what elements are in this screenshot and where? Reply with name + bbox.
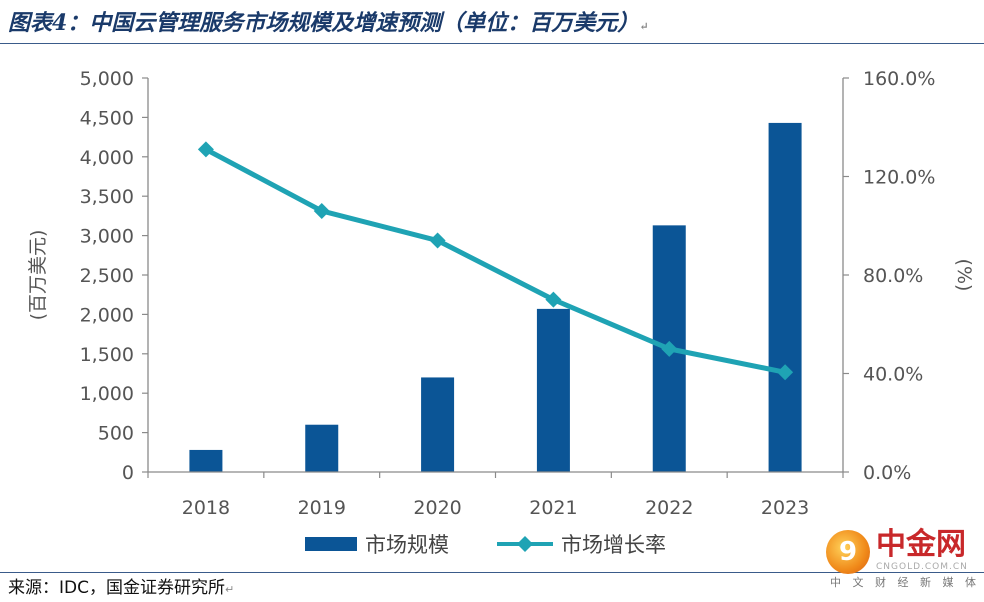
left-tick-label: 1,500 (80, 344, 134, 366)
legend: 市场规模 市场增长率 (305, 533, 666, 557)
left-tick-label: 5,000 (80, 68, 134, 90)
growth-point-2022 (661, 340, 678, 357)
legend-bar-label: 市场规模 (365, 533, 449, 557)
right-axis-title: (%) (953, 259, 975, 292)
left-axis-title: (百万美元) (27, 230, 49, 321)
right-tick-label: 40.0% (863, 364, 923, 386)
title-paragraph-mark: ↵ (639, 20, 649, 33)
right-tick-label: 80.0% (863, 265, 923, 287)
x-tick-label: 2021 (529, 497, 577, 519)
legend-line-label: 市场增长率 (561, 533, 666, 557)
page-title: 图表4：中国云管理服务市场规模及增速预测（单位：百万美元）↵ (8, 6, 649, 40)
chart: 0 500 1,000 1,500 2,000 2,500 3,000 3,500 4,000 4… (27, 68, 975, 557)
left-tick-label: 3,500 (80, 186, 134, 208)
growth-point-2020 (429, 232, 446, 249)
source-note: 来源：IDC，国金证券研究所↵ (8, 577, 234, 599)
right-tick-label: 120.0% (863, 167, 935, 189)
line-series (197, 141, 794, 381)
bar-series (189, 122, 802, 472)
logo: 9 中金网 CNGOLD.COM.CN 中 文 财 经 新 媒 体 (826, 528, 976, 590)
left-tick-label: 4,500 (80, 107, 134, 129)
logo-domain: CNGOLD.COM.CN (876, 562, 968, 572)
left-tick-label: 0 (122, 462, 134, 484)
legend-line-marker (517, 536, 533, 552)
title-text: 图表4：中国云管理服务市场规模及增速预测（单位：百万美元） (8, 10, 640, 36)
logo-tagline: 中 文 财 经 新 媒 体 (830, 576, 980, 589)
logo-mark-icon: 9 (826, 530, 870, 574)
x-tick-label: 2022 (645, 497, 693, 519)
x-tick-label: 2023 (761, 497, 809, 519)
x-tick-label: 2018 (182, 497, 230, 519)
growth-line (204, 147, 786, 375)
growth-point-2021 (545, 291, 562, 308)
bar-2019 (305, 424, 339, 472)
right-tick-label: 0.0% (863, 462, 911, 484)
left-tick-label: 2,500 (80, 265, 134, 287)
source-paragraph-mark: ↵ (224, 583, 235, 596)
source-text: 来源：IDC，国金证券研究所 (8, 578, 225, 598)
title-divider (0, 43, 984, 44)
left-tick-label: 500 (98, 423, 134, 445)
left-tick-label: 1,000 (80, 383, 134, 405)
right-tick-label: 160.0% (863, 68, 935, 90)
legend-bar-swatch (305, 537, 357, 551)
x-tick-label: 2019 (298, 497, 346, 519)
left-tick-label: 3,000 (80, 226, 134, 248)
bar-2023 (768, 122, 802, 472)
axes: 0 500 1,000 1,500 2,000 2,500 3,000 3,500 4,000 4… (27, 68, 975, 519)
growth-point-2023 (777, 364, 794, 381)
footer-divider (0, 572, 984, 573)
left-tick-label: 2,000 (80, 304, 134, 326)
logo-name: 中金网 (876, 527, 966, 562)
x-tick-label: 2020 (413, 497, 461, 519)
growth-point-2018 (197, 141, 214, 158)
bar-2020 (421, 377, 455, 472)
bar-2018 (189, 449, 223, 472)
bar-2021 (536, 308, 570, 472)
left-tick-label: 4,000 (80, 147, 134, 169)
growth-point-2019 (313, 202, 330, 219)
